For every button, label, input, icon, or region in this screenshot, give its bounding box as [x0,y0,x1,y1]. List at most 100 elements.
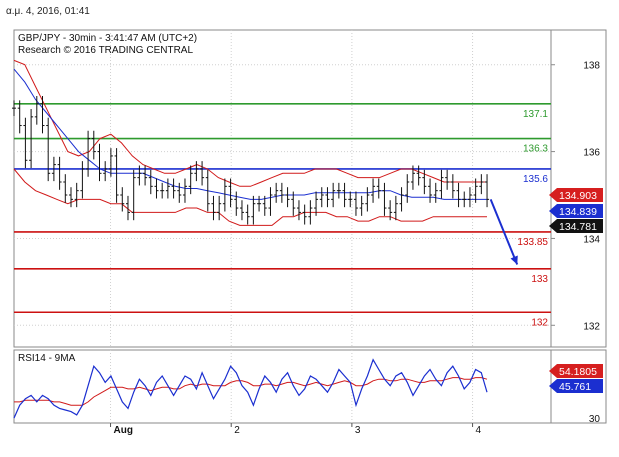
price-bar [34,96,39,125]
price-tick-label: 132 [583,321,600,332]
price-bar [279,182,284,203]
price-bar [12,100,16,116]
rsi-label: RSI14 - 9MA [18,353,76,364]
price-bar [40,96,45,134]
price-badge: 134.903 [549,188,603,202]
timestamp: α.μ. 4, 2016, 01:41 [6,6,90,17]
price-tick-label: 136 [583,148,600,159]
price-bar [228,178,233,208]
price-bar [68,187,73,208]
price-bar [382,182,387,216]
price-bar [125,195,130,221]
price-bar [422,169,427,195]
price-bar [450,174,455,199]
price-bar [268,187,273,216]
price-bar [211,195,216,221]
price-bar [194,161,199,182]
rsi-badge-bg [549,379,603,393]
price-bar [274,182,279,203]
price-bar [177,182,182,203]
price-bar [399,187,404,212]
price-bar [103,161,108,182]
price-bar [234,191,239,216]
price-bar [205,169,210,212]
price-bar [433,182,438,203]
price-bar [485,174,490,208]
price-badge: 134.839 [549,204,603,218]
price-bar [296,200,301,221]
price-badge-label: 134.781 [559,221,597,233]
rsi-line [13,358,488,419]
price-bar [143,165,148,186]
x-tick-label: Aug [114,425,133,436]
price-bar [154,178,159,199]
level-label: 135.6 [523,174,548,185]
x-tick-label: 4 [476,425,482,436]
x-tick-label: 2 [234,425,240,436]
price-bar [353,191,358,216]
price-bar [467,187,472,208]
price-bar [302,204,307,225]
level-label: 137.1 [523,109,548,120]
price-bar [331,182,336,208]
price-bar [108,148,113,177]
price-bar [182,178,187,203]
price-bar [80,161,85,199]
level-label: 136.3 [523,144,548,155]
level-label: 133.85 [517,237,548,248]
price-bar [46,117,51,182]
price-bar [91,130,96,160]
rsi-tick-label: 30 [589,414,601,425]
price-badge-bg [549,204,603,218]
level-label: 132 [531,317,548,328]
chart-subtitle: Research © 2016 TRADING CENTRAL [18,45,193,56]
price-bar [416,165,421,186]
rsi-badge-bg [549,364,603,378]
price-bar [348,191,353,208]
rsi-badge: 45.761 [549,379,603,393]
price-bar [456,182,461,208]
price-badge-label: 134.903 [559,190,597,202]
price-bar [410,165,415,190]
price-bar [160,182,165,199]
price-bar [17,100,22,134]
price-badge: 134.781 [549,219,603,233]
price-bar [428,178,433,203]
price-bar [325,187,330,208]
price-bar [314,191,319,216]
price-bar [63,174,68,203]
forecast-arrow-shaft [489,198,519,265]
rsi-ma-line [14,377,488,406]
price-bar [257,195,262,212]
chart-title: GBP/JPY - 30min - 3:41:47 AM (UTC+2) [18,33,197,44]
price-bar [137,165,142,186]
price-panel: 138 136 134 132 137.1 136.3 135.6 133.85 133 132 1… [12,29,607,348]
price-bar [171,178,176,199]
price-bar [165,178,170,199]
price-bar [114,148,119,203]
price-tick-label: 134 [583,234,600,245]
rsi-badge-label: 45.761 [559,381,591,393]
price-badge-bg [549,188,603,202]
price-tick-label: 138 [583,61,600,72]
price-bar [251,195,256,225]
price-bar [439,169,444,199]
bollinger-lower-line [13,168,487,226]
price-bar [405,174,410,203]
price-bar [222,178,227,212]
moving-average-line [13,68,487,200]
price-bar [473,178,478,203]
price-bar [262,195,267,216]
price-bar [365,187,370,212]
price-bar [388,200,393,221]
price-bar [23,117,28,169]
price-badge-label: 134.839 [559,206,597,218]
price-bar [57,156,62,190]
price-bar [239,200,244,221]
price-bar [376,178,381,199]
price-bar [342,182,347,208]
price-bar [319,187,324,208]
price-bar [371,178,376,203]
rsi-panel: Aug 2 3 4 30 54.1805 45.761 [13,349,607,436]
